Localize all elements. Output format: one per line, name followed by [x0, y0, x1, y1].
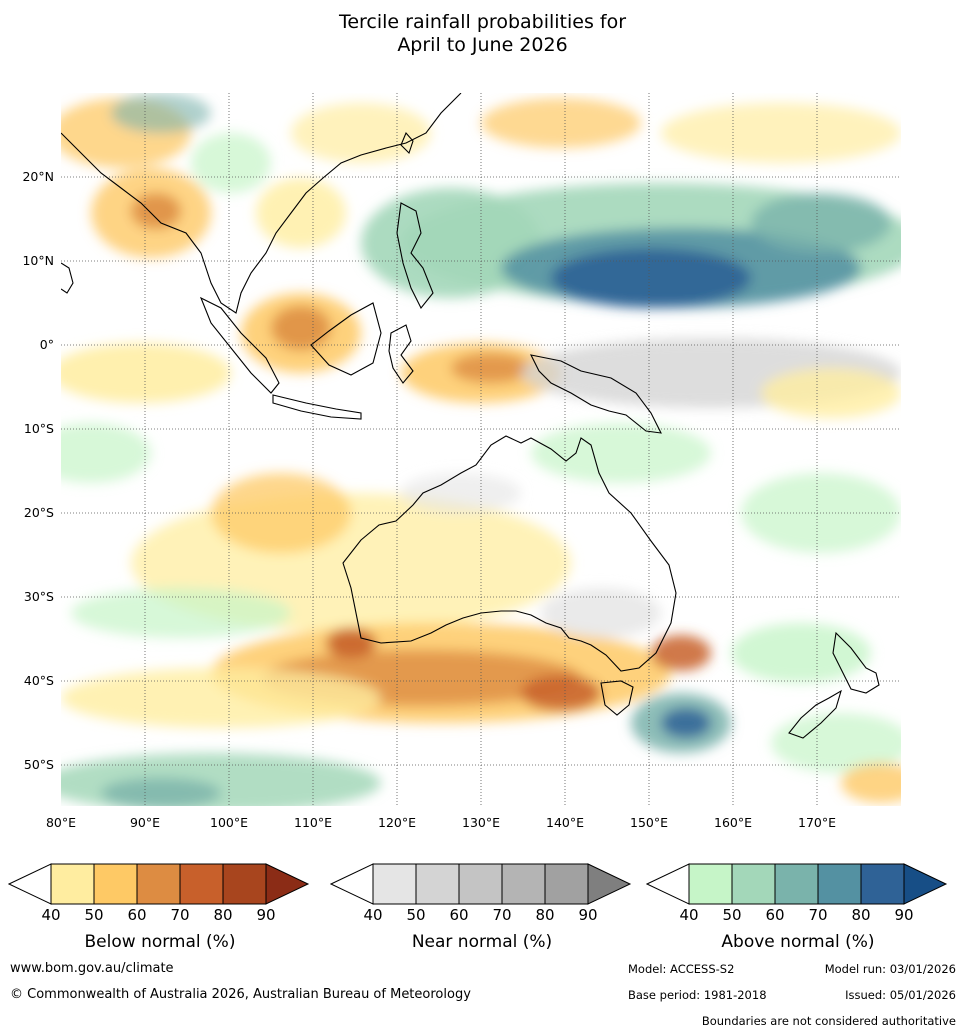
colorbar-swatch [222, 863, 267, 905]
colorbar-swatch [415, 863, 460, 905]
colorbar-below-normal [8, 862, 312, 906]
colorbar-near-normal [330, 862, 634, 906]
colorbar-swatch [265, 863, 310, 905]
colorbar-below-title: Below normal (%) [84, 932, 236, 952]
colorbar-swatch [817, 863, 862, 905]
map-title-line2: April to June 2026 [397, 34, 568, 56]
colorbar-near-swatches [330, 863, 632, 905]
colorbar-swatch [774, 863, 819, 905]
lon-label: 100°E [209, 815, 249, 830]
lon-label: 120°E [377, 815, 417, 830]
lat-label: 10°S [23, 421, 54, 436]
map-canvas [61, 93, 901, 806]
tick-label: 40 [363, 906, 383, 924]
tick-label: 90 [894, 906, 914, 924]
probability-shading [61, 93, 901, 806]
colorbar-swatch [458, 863, 503, 905]
tick-label: 80 [213, 906, 233, 924]
tick-label: 50 [84, 906, 104, 924]
lat-label: 50°S [23, 757, 54, 772]
colorbar-swatch [544, 863, 589, 905]
colorbar-swatch [93, 863, 138, 905]
tick-label: 80 [851, 906, 871, 924]
colorbar-swatch [731, 863, 776, 905]
colorbar-above-title: Above normal (%) [721, 932, 875, 952]
lon-label: 110°E [293, 815, 333, 830]
tick-label: 90 [578, 906, 598, 924]
boundary-disclaimer: Boundaries are not considered authoritat… [701, 1014, 956, 1028]
lat-label: 30°S [23, 589, 54, 604]
tick-label: 90 [256, 906, 276, 924]
colorbar-swatch [50, 863, 95, 905]
issued-date: Issued: 05/01/2026 [845, 988, 956, 1002]
map-title-line1: Tercile rainfall probabilities for [338, 11, 627, 33]
colorbar-below-swatches [8, 863, 310, 905]
lon-label: 80°E [45, 815, 77, 830]
tick-label: 60 [127, 906, 147, 924]
colorbar-above-normal [646, 862, 950, 906]
base-period: Base period: 1981-2018 [628, 988, 767, 1002]
colorbar-swatch [903, 863, 948, 905]
lon-label: 90°E [129, 815, 161, 830]
graticule [61, 93, 901, 806]
model-name: Model: ACCESS-S2 [628, 962, 735, 976]
colorbar-swatch [501, 863, 546, 905]
lon-label: 150°E [629, 815, 669, 830]
tick-label: 70 [492, 906, 512, 924]
colorbar-swatch [587, 863, 632, 905]
tick-label: 50 [722, 906, 742, 924]
tick-label: 40 [679, 906, 699, 924]
tick-label: 70 [808, 906, 828, 924]
lat-label: 20°N [22, 169, 54, 184]
tick-label: 80 [535, 906, 555, 924]
copyright-notice: © Commonwealth of Australia 2026, Austra… [10, 987, 471, 1002]
tick-label: 60 [449, 906, 469, 924]
colorbar-swatch [860, 863, 905, 905]
lat-label: 10°N [22, 253, 54, 268]
lat-label: 20°S [23, 505, 54, 520]
lon-label: 140°E [545, 815, 585, 830]
colorbar-swatch [179, 863, 224, 905]
colorbar-swatch [136, 863, 181, 905]
tick-label: 50 [406, 906, 426, 924]
lat-label: 0° [39, 337, 54, 352]
colorbar-near-title: Near normal (%) [411, 932, 553, 952]
tick-label: 60 [765, 906, 785, 924]
tick-label: 40 [41, 906, 61, 924]
colorbar-above-swatches [646, 863, 948, 905]
rainfall-probability-map [61, 93, 901, 806]
tick-label: 70 [170, 906, 190, 924]
lon-label: 170°E [797, 815, 837, 830]
website-link[interactable]: www.bom.gov.au/climate [10, 961, 174, 976]
colorbar-swatch [688, 863, 733, 905]
lat-label: 40°S [23, 673, 54, 688]
lon-label: 130°E [461, 815, 501, 830]
coastlines [61, 93, 880, 739]
colorbar-swatch [372, 863, 417, 905]
model-run-date: Model run: 03/01/2026 [824, 962, 956, 976]
lon-label: 160°E [713, 815, 753, 830]
